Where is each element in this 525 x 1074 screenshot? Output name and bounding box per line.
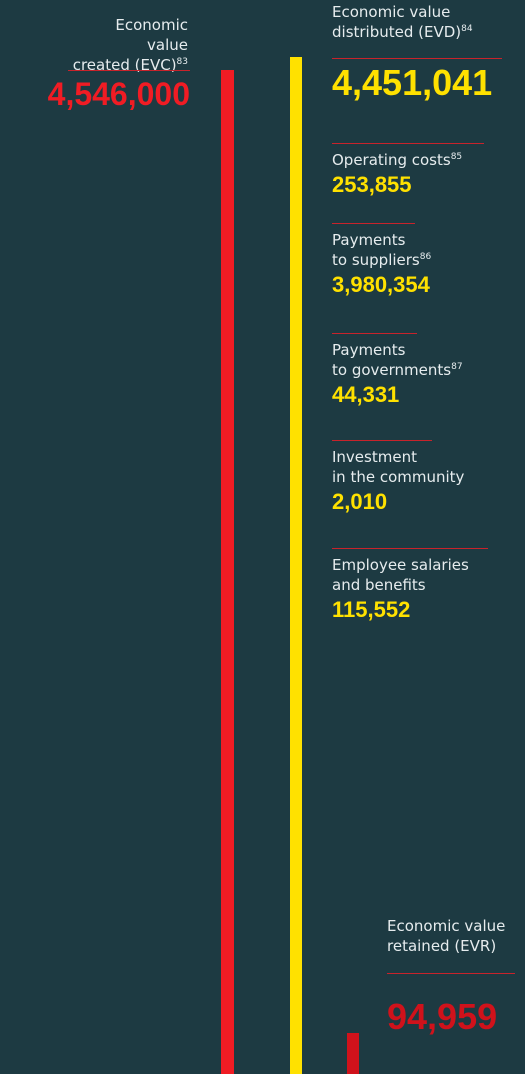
- footnote: 83: [176, 57, 188, 67]
- footnote: 87: [451, 362, 463, 372]
- label-line: created (EVC)83: [72, 56, 188, 74]
- amount: 4,451,041: [332, 62, 493, 103]
- label-line: Investment: [332, 448, 417, 466]
- label-line: to suppliers86: [332, 251, 432, 269]
- amount: 2,010: [332, 489, 388, 514]
- evc-bar: [221, 70, 234, 1074]
- divider: [332, 58, 502, 59]
- amount: 94,959: [387, 996, 498, 1037]
- amount: 115,552: [332, 597, 411, 622]
- amount: 3,980,354: [332, 272, 430, 297]
- divider: [332, 333, 417, 334]
- amount: 44,331: [332, 382, 400, 407]
- label-line: in the community: [332, 468, 465, 486]
- amount: 253,855: [332, 172, 412, 197]
- label: Economic value created (EVC)83: [70, 15, 188, 75]
- label-line: Economic value: [332, 3, 451, 21]
- label-line: and benefits: [332, 576, 426, 594]
- label-line: Economic value: [387, 917, 506, 935]
- label-line: retained (EVR): [387, 937, 497, 955]
- divider: [68, 70, 190, 71]
- label: Payments to governments87: [332, 340, 463, 380]
- label-line: Payments: [332, 341, 406, 359]
- label: Economic value retained (EVR): [387, 916, 505, 956]
- label-line: Payments: [332, 231, 406, 249]
- label-line: Economic value: [115, 16, 188, 54]
- amount: 4,546,000: [47, 76, 190, 112]
- label: Employee salaries and benefits: [332, 555, 469, 595]
- evr-bar: [347, 1033, 359, 1074]
- label-line: distributed (EVD)84: [332, 23, 473, 41]
- divider: [332, 223, 415, 224]
- label: Investment in the community: [332, 447, 464, 487]
- label: Economic value distributed (EVD)84: [332, 2, 473, 42]
- label-line: to governments87: [332, 361, 463, 379]
- evd-bar: [290, 57, 302, 1074]
- label-line: Operating costs85: [332, 151, 463, 169]
- footnote: 86: [419, 252, 432, 262]
- divider: [332, 548, 488, 549]
- footnote: 84: [461, 24, 473, 34]
- footnote: 85: [450, 152, 463, 162]
- label: Payments to suppliers86: [332, 230, 431, 270]
- label-line: Employee salaries: [332, 556, 469, 574]
- label: Operating costs85: [332, 150, 462, 170]
- divider: [332, 143, 484, 144]
- divider: [387, 973, 515, 974]
- divider: [332, 440, 432, 441]
